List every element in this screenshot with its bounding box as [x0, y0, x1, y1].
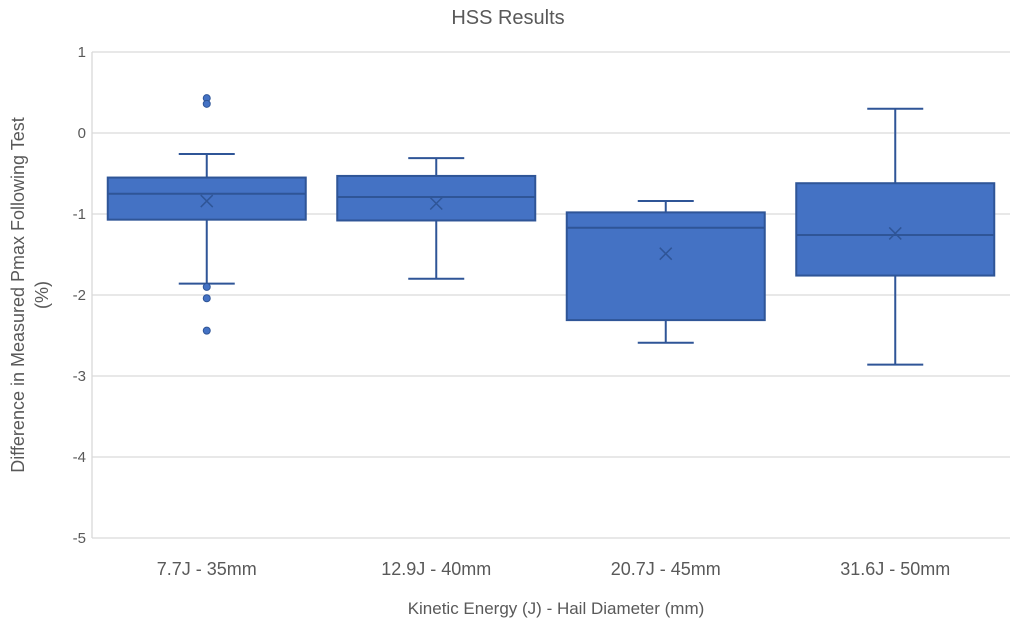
iqr-box [565, 211, 766, 322]
y-tick-label: -5 [73, 530, 86, 547]
chart-title: HSS Results [451, 7, 564, 29]
y-tick-label: -3 [73, 368, 86, 385]
outlier-point [202, 282, 211, 291]
mean-marker [200, 194, 214, 208]
x-axis-label: Kinetic Energy (J) - Hail Diameter (mm) [408, 599, 705, 618]
x-tick-label: 31.6J - 50mm [840, 559, 950, 579]
box-3 [565, 200, 766, 344]
box-1 [106, 94, 307, 335]
x-tick-label: 12.9J - 40mm [381, 559, 491, 579]
outlier-point [202, 294, 211, 303]
y-tick-label: 0 [78, 125, 86, 142]
mean-marker [888, 226, 902, 240]
box-4 [795, 107, 996, 366]
y-tick-label: 1 [78, 44, 86, 61]
iqr-box [106, 176, 307, 221]
y-tick-label: -2 [73, 287, 86, 304]
iqr-box [336, 174, 537, 222]
outlier-point [202, 326, 211, 335]
box-2 [336, 157, 537, 280]
outlier-point [202, 99, 211, 108]
x-tick-label: 7.7J - 35mm [157, 559, 257, 579]
y-tick-label: -4 [73, 449, 86, 466]
mean-marker [429, 196, 443, 211]
iqr-box [795, 182, 996, 277]
y-axis-label-line1: Difference in Measured Pmax Following Te… [8, 117, 28, 473]
mean-marker [659, 247, 673, 261]
x-tick-label: 20.7J - 45mm [611, 559, 721, 579]
y-tick-label: -1 [73, 206, 86, 223]
y-axis-label-line2: (%) [32, 281, 52, 309]
